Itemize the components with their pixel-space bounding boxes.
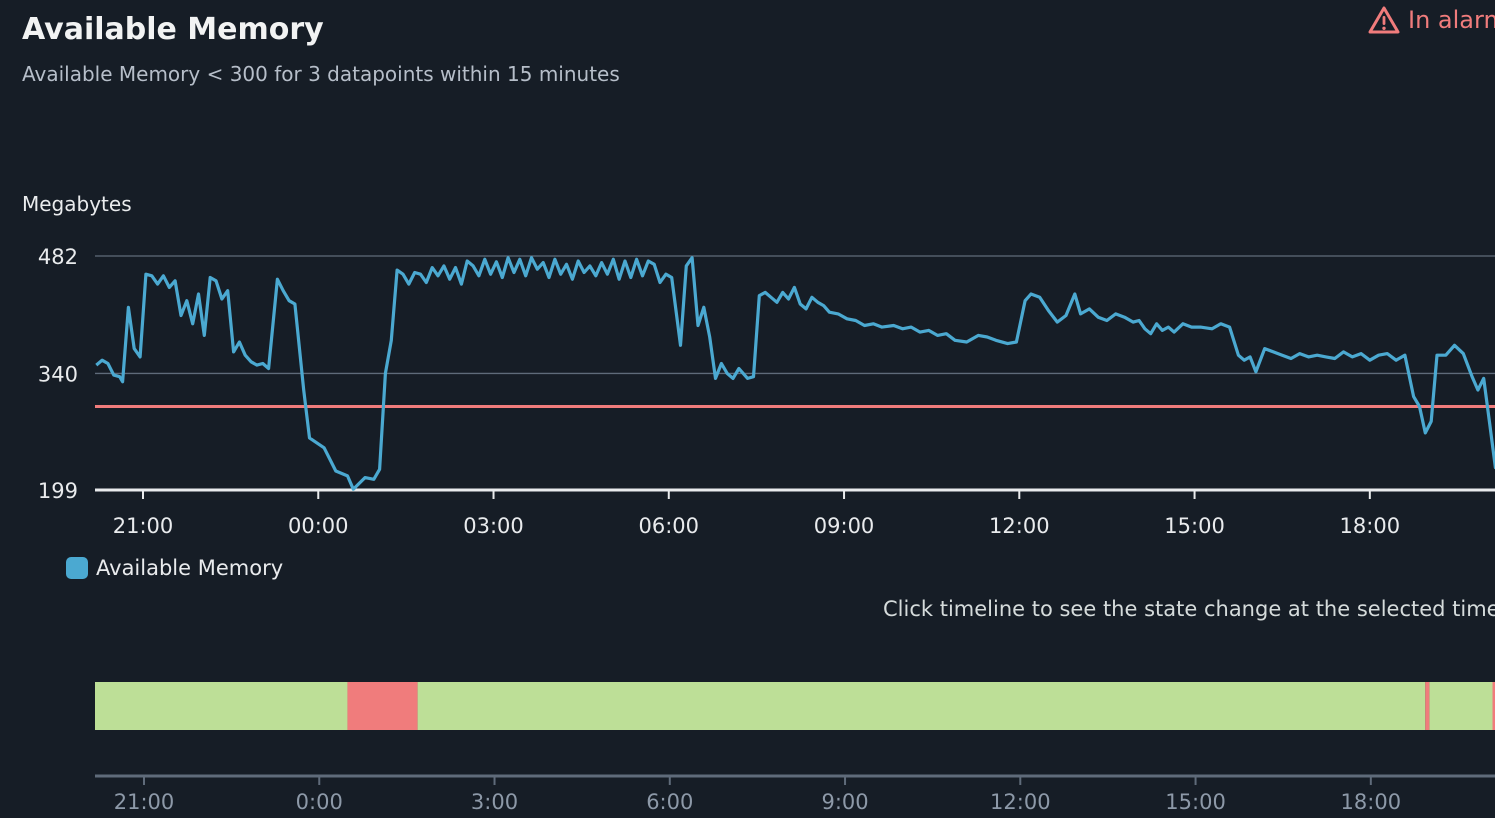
legend-label: Available Memory xyxy=(96,556,284,580)
y-tick-label: 199 xyxy=(38,479,78,503)
alarm-condition: Available Memory < 300 for 3 datapoints … xyxy=(22,62,620,86)
timeline-tick-label: 9:00 xyxy=(821,790,868,814)
memory-line-chart[interactable]: 199 340 482 21:00 00:00 03:00 06:00 09:00 12:00 1… xyxy=(0,0,1495,545)
widget-title: Available Memory xyxy=(22,12,324,47)
x-tick-label: 00:00 xyxy=(288,514,349,538)
timeline-segment-alarm[interactable] xyxy=(1492,682,1495,730)
timeline-tick-label: 15:00 xyxy=(1165,790,1226,814)
series-line-available-memory[interactable] xyxy=(95,256,1495,491)
y-tick-label: 482 xyxy=(38,245,78,269)
timeline-segment-ok[interactable] xyxy=(95,682,348,730)
x-tick-label: 21:00 xyxy=(113,514,174,538)
x-tick-label: 03:00 xyxy=(463,514,524,538)
alarm-status-label: In alarm xyxy=(1408,6,1495,34)
timeline-segment-alarm[interactable] xyxy=(1425,682,1430,730)
timeline-segment-ok[interactable] xyxy=(417,682,1426,730)
legend-swatch xyxy=(66,557,88,579)
x-tick-label: 12:00 xyxy=(989,514,1050,538)
chart-legend[interactable]: Available Memory xyxy=(66,556,283,580)
warning-triangle-icon xyxy=(1368,5,1400,35)
timeline-tick-label: 6:00 xyxy=(646,790,693,814)
timeline-tick-label: 3:00 xyxy=(471,790,518,814)
timeline-tick-label: 0:00 xyxy=(296,790,343,814)
x-tick-label: 18:00 xyxy=(1340,514,1401,538)
alarm-status-badge: In alarm xyxy=(1368,5,1495,35)
timeline-segment-alarm[interactable] xyxy=(347,682,418,730)
timeline-tick-label: 21:00 xyxy=(114,790,175,814)
timeline-tick-label: 18:00 xyxy=(1341,790,1402,814)
timeline-tick-label: 12:00 xyxy=(990,790,1051,814)
timeline-hint: Click timeline to see the state change a… xyxy=(883,597,1495,621)
x-tick-label: 06:00 xyxy=(639,514,700,538)
x-tick-label: 15:00 xyxy=(1164,514,1225,538)
x-tick-label: 09:00 xyxy=(814,514,875,538)
y-axis-label: Megabytes xyxy=(22,192,132,216)
y-tick-label: 340 xyxy=(38,362,78,386)
timeline-segment-ok[interactable] xyxy=(1429,682,1493,730)
